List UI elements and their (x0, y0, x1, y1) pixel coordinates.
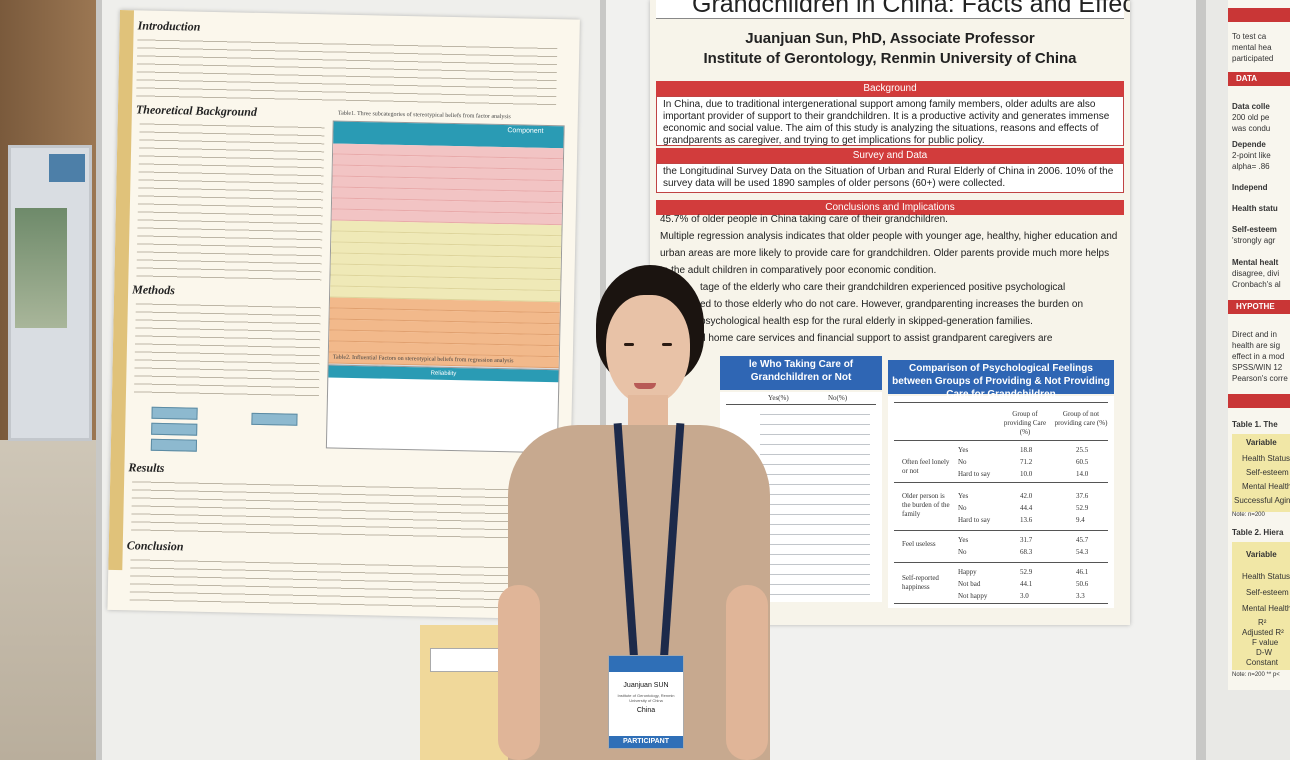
col-header: Yes(%) (768, 394, 789, 402)
badge-role: PARTICIPANT (609, 736, 683, 748)
col-header: No(%) (828, 394, 848, 402)
table1-caption: Table1. Three subcategories of stereotyp… (337, 110, 511, 121)
background-text: In China, due to traditional intergenera… (656, 96, 1124, 146)
booth-sign (49, 154, 85, 182)
badge-name: Juanjuan SUN (623, 682, 669, 689)
red-header (1228, 8, 1290, 22)
hypothesis-header: HYPOTHE (1228, 300, 1290, 314)
badge-organization: Institute of Gerontology, Renmin Univers… (617, 693, 675, 703)
table-right-title: Comparison of Psychological Feelings bet… (888, 360, 1114, 400)
presenter-person: Juanjuan SUN Institute of Gerontology, R… (488, 255, 788, 760)
col-header: Group of not providing care (%) (1054, 410, 1108, 427)
conclusion-bullet: tage of the elderly who care their grand… (700, 282, 1066, 293)
conclusion-line: ed to those elderly who do not care. How… (700, 299, 1084, 310)
section-conclusions-bar: Conclusions and Implications (656, 200, 1124, 215)
feelings-table: Group of providing Care (%) Group of not… (888, 396, 1114, 608)
data-header: DATA (1228, 72, 1290, 86)
model-box (151, 406, 198, 420)
conclusion-line: psychological health esp for the rural e… (700, 316, 1033, 327)
name-badge: Juanjuan SUN Institute of Gerontology, R… (608, 655, 684, 749)
heading-results: Results (128, 460, 165, 476)
heading-theoretical-background: Theoretical Background (135, 102, 258, 119)
conclusion-bullet: 45.7% of older people in China taking ca… (660, 214, 948, 225)
eye (662, 343, 672, 346)
far-right-poster: To test ca mental hea participated DATA … (1228, 0, 1290, 690)
red-header (1228, 394, 1290, 408)
booth-photo (15, 208, 67, 328)
introduction-text (136, 34, 558, 108)
smile (634, 383, 656, 389)
heading-conclusion: Conclusion (126, 538, 184, 554)
col-header: Group of providing Care (%) (1003, 410, 1047, 436)
badge-country: China (636, 707, 656, 714)
poster-institute: Institute of Gerontology, Renmin Univers… (703, 50, 1077, 67)
model-box (151, 422, 198, 436)
table-left-title: le Who Taking Care of Grandchildren or N… (720, 356, 882, 390)
poster-author: Juanjuan Sun, PhD, Associate Professor (745, 30, 1035, 47)
eye (624, 343, 634, 346)
conclusion-bullet: d home care services and financial suppo… (700, 333, 1053, 344)
badge-header (609, 656, 683, 672)
model-box (150, 438, 198, 452)
right-arm (726, 585, 768, 760)
heading-methods: Methods (132, 282, 175, 298)
heading-introduction: Introduction (137, 18, 201, 34)
poster-title-strip: Grandchildren in China: Facts and Effect… (656, 0, 1130, 19)
table1: Variable Health Status Self-esteem Menta… (1232, 434, 1290, 512)
table2: Variable Health Status Self-esteem Menta… (1232, 542, 1290, 670)
model-box (251, 412, 298, 426)
background-booth (8, 145, 92, 441)
survey-text: the Longitudinal Survey Data on the Situ… (656, 163, 1124, 193)
theory-text (136, 118, 325, 283)
section-survey-bar: Survey and Data (656, 148, 1124, 163)
left-arm (498, 585, 540, 760)
conclusion-line: urban areas are more likely to provide c… (660, 248, 1110, 259)
methods-text (133, 298, 321, 399)
section-background-bar: Background (656, 81, 1124, 96)
conclusion-line: to the adult children in comparatively p… (660, 265, 937, 276)
poster-title: Grandchildren in China: Facts and Effect… (692, 0, 1130, 18)
conclusion-bullet: Multiple regression analysis indicates t… (660, 231, 1118, 242)
